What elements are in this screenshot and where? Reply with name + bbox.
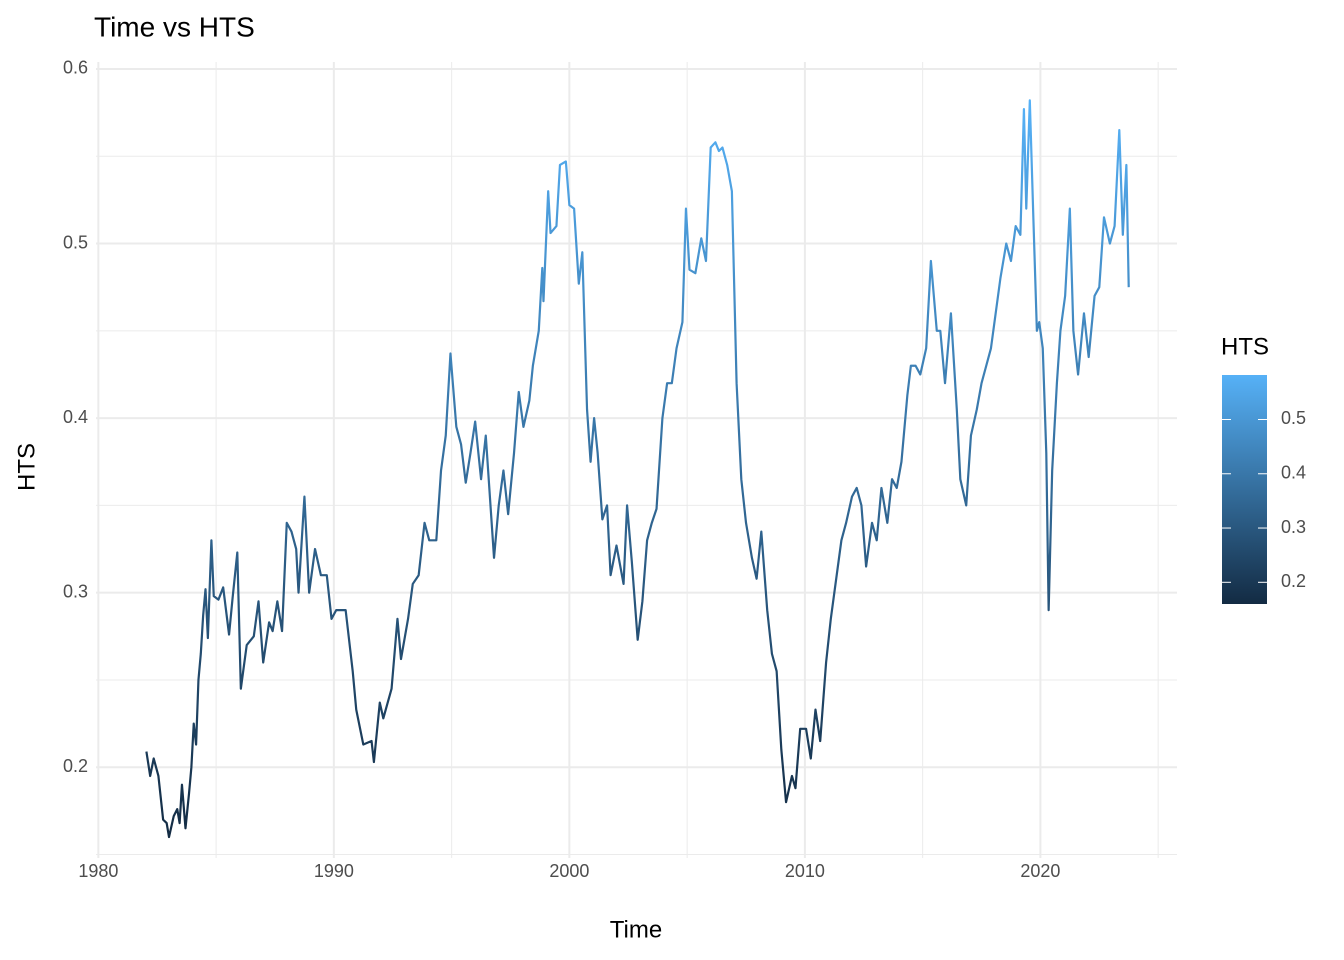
legend-tick-label: 0.4 bbox=[1281, 463, 1306, 483]
legend-tick-label: 0.3 bbox=[1281, 517, 1306, 537]
x-tick-label: 2020 bbox=[1020, 861, 1060, 881]
legend-colorbar bbox=[1222, 375, 1267, 604]
x-tick-label: 2010 bbox=[785, 861, 825, 881]
x-tick-label: 1990 bbox=[314, 861, 354, 881]
y-tick-label: 0.2 bbox=[63, 756, 88, 776]
legend-tick-label: 0.2 bbox=[1281, 571, 1306, 591]
y-axis-title: HTS bbox=[13, 443, 40, 491]
x-axis-title: Time bbox=[610, 916, 662, 943]
y-tick-label: 0.3 bbox=[63, 581, 88, 601]
x-tick-label: 2000 bbox=[549, 861, 589, 881]
legend-title: HTS bbox=[1221, 333, 1269, 360]
x-tick-label: 1980 bbox=[78, 861, 118, 881]
y-tick-label: 0.4 bbox=[63, 407, 88, 427]
y-tick-label: 0.5 bbox=[63, 232, 88, 252]
chart-title: Time vs HTS bbox=[94, 11, 255, 42]
data-line bbox=[145, 99, 1130, 839]
legend-tick-label: 0.5 bbox=[1281, 408, 1306, 428]
y-tick-label: 0.6 bbox=[63, 58, 88, 78]
